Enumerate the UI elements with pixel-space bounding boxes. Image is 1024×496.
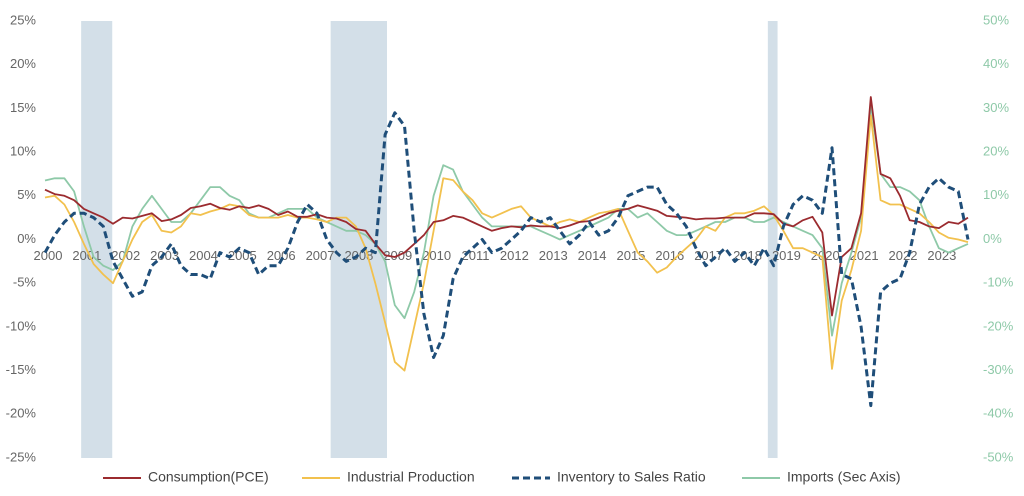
y2-tick-label: 20% xyxy=(983,144,1009,159)
y-tick-label: -10% xyxy=(6,318,37,333)
y-tick-label: 10% xyxy=(10,144,36,159)
x-tick-label: 2010 xyxy=(422,248,451,263)
recession-shade xyxy=(81,21,113,458)
series-line xyxy=(44,96,969,317)
x-tick-label: 2012 xyxy=(500,248,529,263)
y2-tick-label: 0% xyxy=(983,231,1002,246)
x-tick-label: 2017 xyxy=(694,248,723,263)
x-tick-label: 2007 xyxy=(306,248,335,263)
x-tick-label: 2004 xyxy=(189,248,218,263)
x-tick-label: 2001 xyxy=(72,248,101,263)
legend-label: Industrial Production xyxy=(347,469,475,485)
series-line xyxy=(43,111,970,408)
x-tick-label: 2018 xyxy=(733,248,762,263)
y-tick-label: 0% xyxy=(17,231,36,246)
x-tick-label: 2006 xyxy=(267,248,296,263)
recession-shade xyxy=(767,21,778,458)
y-tick-label: -5% xyxy=(13,275,37,290)
series-line xyxy=(44,114,969,372)
legend-label: Consumption(PCE) xyxy=(148,469,269,485)
x-tick-label: 2021 xyxy=(850,248,879,263)
legend-label: Inventory to Sales Ratio xyxy=(557,469,706,485)
recession-shade xyxy=(330,21,387,458)
x-tick-label: 2019 xyxy=(772,248,801,263)
y-tick-label: 5% xyxy=(17,187,36,202)
y2-tick-label: 10% xyxy=(983,187,1009,202)
y-tick-label: 25% xyxy=(10,12,36,27)
y-tick-label: -25% xyxy=(6,449,37,464)
y2-tick-label: 40% xyxy=(983,56,1009,71)
x-tick-label: 2000 xyxy=(34,248,63,263)
x-tick-label: 2014 xyxy=(578,248,607,263)
y2-tick-label: -50% xyxy=(983,449,1014,464)
y2-tick-label: -30% xyxy=(983,362,1014,377)
x-tick-label: 2013 xyxy=(539,248,568,263)
y-tick-label: 15% xyxy=(10,100,36,115)
y2-tick-label: -40% xyxy=(983,406,1014,421)
y-tick-label: -15% xyxy=(6,362,37,377)
x-tick-label: 2016 xyxy=(655,248,684,263)
legend-label: Imports (Sec Axis) xyxy=(787,469,901,485)
y-tick-label: 20% xyxy=(10,56,36,71)
y2-tick-label: -10% xyxy=(983,275,1014,290)
y2-tick-label: 30% xyxy=(983,100,1009,115)
x-tick-label: 2022 xyxy=(889,248,918,263)
y-tick-label: -20% xyxy=(6,406,37,421)
y2-tick-label: -20% xyxy=(983,318,1014,333)
y2-tick-label: 50% xyxy=(983,12,1009,27)
